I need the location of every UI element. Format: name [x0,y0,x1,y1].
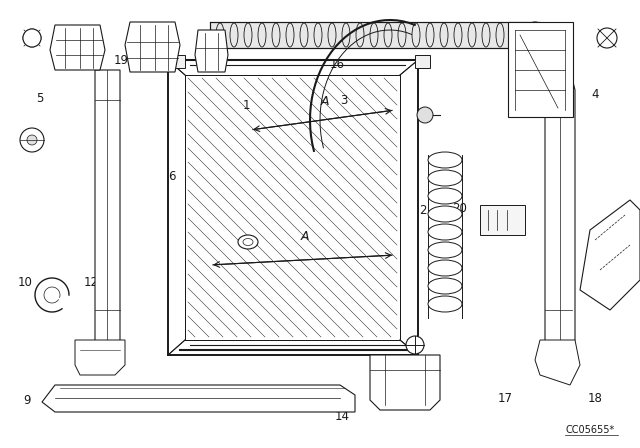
Bar [0,0,640,78]
Text: 2: 2 [419,204,426,217]
Text: 6: 6 [168,170,175,184]
Ellipse shape [243,238,253,246]
Text: 4: 4 [591,87,599,101]
Ellipse shape [238,235,258,249]
Polygon shape [195,30,228,72]
Ellipse shape [23,29,41,47]
Ellipse shape [428,224,462,240]
Ellipse shape [428,242,462,258]
Ellipse shape [428,260,462,276]
Text: CC05655*: CC05655* [565,425,614,435]
Text: A: A [321,95,329,108]
Text: 17: 17 [498,392,513,405]
Ellipse shape [428,170,462,186]
Bar [0,337,640,448]
Polygon shape [75,340,125,375]
Ellipse shape [524,22,546,48]
Circle shape [23,29,41,47]
Circle shape [406,336,424,354]
Text: 1: 1 [243,99,250,112]
Text: 5: 5 [36,92,44,105]
Text: 16: 16 [330,58,345,72]
Polygon shape [95,70,120,355]
Text: A: A [301,230,309,243]
Polygon shape [125,22,180,72]
Text: 8: 8 [166,394,173,408]
Ellipse shape [428,296,462,312]
Circle shape [20,128,44,152]
Ellipse shape [428,188,462,204]
Polygon shape [370,355,440,410]
Text: 13: 13 [429,280,444,293]
Polygon shape [50,25,105,70]
Text: 12: 12 [83,276,99,289]
Polygon shape [535,340,580,385]
Bar [210,22,540,48]
Text: 20: 20 [452,202,467,215]
Text: 14: 14 [335,410,350,423]
Polygon shape [580,200,640,310]
Polygon shape [42,385,355,412]
Circle shape [597,28,617,48]
Polygon shape [545,70,575,355]
Bar [397,0,640,448]
Ellipse shape [428,152,462,168]
Text: 10: 10 [18,276,33,289]
Bar [508,22,573,117]
Ellipse shape [428,278,462,294]
Text: 15: 15 [589,235,604,249]
Text: 11: 11 [55,394,70,408]
Text: 3: 3 [340,94,348,108]
Polygon shape [168,55,185,68]
Bar [0,0,188,448]
Circle shape [27,135,37,145]
Text: 7: 7 [118,394,125,408]
Text: 9: 9 [23,394,31,408]
Circle shape [417,107,433,123]
Bar [480,205,525,235]
Text: 18: 18 [588,392,603,405]
Ellipse shape [428,206,462,222]
Text: 19: 19 [114,54,129,67]
Polygon shape [415,55,430,68]
